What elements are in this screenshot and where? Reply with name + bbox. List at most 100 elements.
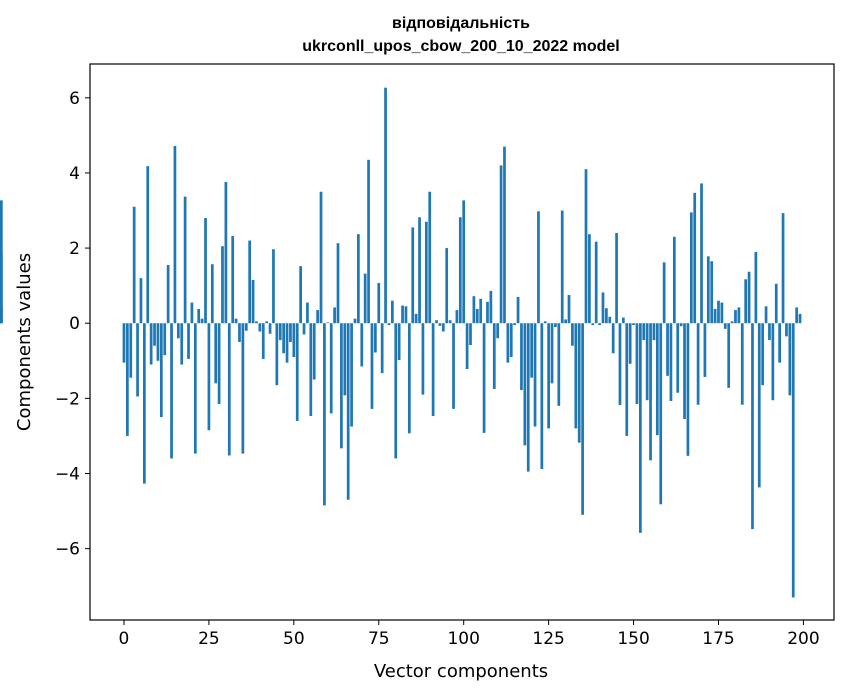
bar — [628, 323, 632, 364]
bar — [292, 323, 296, 358]
bar — [0, 254, 3, 324]
bar — [200, 318, 204, 324]
bar — [499, 165, 503, 324]
bar — [788, 323, 792, 396]
bar — [625, 323, 629, 436]
bar — [207, 323, 211, 431]
bar — [727, 323, 731, 388]
bar — [221, 246, 224, 324]
bar — [567, 295, 571, 324]
bar — [645, 323, 649, 401]
bar — [791, 323, 795, 598]
bar — [173, 145, 177, 324]
bar — [217, 323, 221, 404]
bar — [333, 307, 336, 324]
bar — [265, 321, 269, 324]
bar — [689, 212, 693, 324]
bar — [431, 323, 435, 417]
bar — [238, 323, 241, 342]
bar — [163, 323, 167, 356]
bar — [306, 302, 309, 324]
bar — [248, 240, 252, 324]
bar — [231, 236, 235, 324]
bar — [435, 320, 438, 324]
bar — [336, 243, 340, 324]
bar — [438, 323, 442, 326]
bar — [316, 310, 319, 324]
bar — [255, 321, 258, 324]
bar — [594, 241, 598, 324]
bar — [370, 323, 374, 409]
bar — [659, 323, 663, 505]
bar — [774, 283, 778, 324]
y-tick-label: 4 — [69, 164, 80, 184]
bar — [166, 264, 170, 324]
bar — [554, 323, 557, 327]
bar — [550, 323, 554, 384]
bar — [146, 166, 150, 324]
bar — [618, 323, 622, 406]
bar — [363, 273, 367, 324]
bar — [129, 323, 133, 378]
bar — [380, 323, 384, 374]
bar — [387, 323, 391, 326]
bar — [672, 236, 676, 324]
bar — [394, 323, 398, 459]
y-tick-label: −4 — [55, 464, 80, 484]
bar — [312, 323, 316, 380]
bar — [768, 323, 771, 341]
bar — [469, 323, 472, 346]
bar — [302, 323, 306, 335]
bar — [730, 321, 734, 324]
bar — [751, 323, 754, 530]
bar — [740, 323, 744, 405]
x-tick-label: 150 — [617, 629, 649, 649]
bar — [666, 323, 669, 376]
bar — [241, 323, 245, 454]
bar — [153, 323, 156, 346]
bar — [428, 191, 432, 324]
bar — [564, 319, 567, 324]
y-tick-label: 6 — [69, 89, 80, 109]
y-axis-ticks: −6 −4 −2 0 2 4 6 — [55, 89, 90, 560]
bar — [329, 323, 333, 414]
bar — [577, 323, 581, 443]
bar — [455, 310, 459, 324]
bar — [421, 323, 425, 395]
bar — [180, 323, 184, 365]
bar — [693, 192, 697, 324]
bar — [584, 169, 588, 324]
bar — [669, 323, 673, 401]
x-tick-label: 75 — [368, 629, 390, 649]
x-axis-ticks: 0 25 50 75 100 125 150 175 200 — [119, 620, 820, 649]
bar — [452, 323, 455, 409]
x-tick-label: 200 — [787, 629, 819, 649]
bar — [411, 227, 415, 324]
bar — [299, 266, 302, 324]
x-tick-label: 50 — [283, 629, 305, 649]
bar — [458, 217, 462, 324]
bar — [414, 313, 418, 324]
bar — [496, 323, 500, 339]
bar — [353, 318, 357, 324]
bar — [761, 323, 765, 386]
y-tick-label: −2 — [55, 389, 80, 409]
x-tick-label: 25 — [198, 629, 220, 649]
bar — [744, 279, 748, 324]
bar — [530, 323, 533, 378]
bar — [224, 181, 228, 324]
y-axis-label: Components values — [14, 253, 35, 431]
bar — [360, 323, 364, 367]
bar — [268, 323, 272, 334]
bar — [343, 323, 347, 396]
bar — [591, 323, 595, 326]
bar — [445, 248, 449, 324]
chart-title: відповідальність — [392, 15, 530, 32]
bar — [747, 271, 751, 324]
bar — [540, 323, 544, 469]
x-tick-label: 0 — [119, 629, 130, 649]
bar — [679, 323, 683, 327]
bar — [367, 159, 370, 324]
bar — [170, 323, 173, 459]
